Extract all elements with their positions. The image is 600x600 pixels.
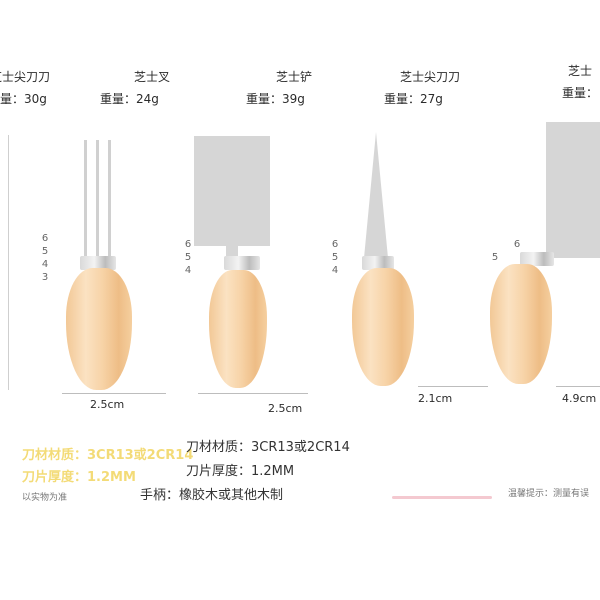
product-weight-1: 重量：30g	[0, 92, 47, 106]
ruler-mark: 5	[331, 252, 339, 263]
fork-handle	[66, 268, 132, 390]
ruler-mark: 6	[513, 239, 521, 250]
product-weight-2: 重量：24g	[100, 92, 159, 106]
fork-tine	[96, 140, 99, 260]
spatula-blade	[194, 136, 270, 246]
ruler-mark: 4	[41, 259, 49, 270]
product-title-5: 芝士	[568, 64, 593, 78]
spec-material: 刀材材质：3CR13或2CR14	[186, 440, 350, 455]
width-label: 2.5cm	[90, 398, 125, 411]
pointed-knife-ferrule	[362, 256, 394, 270]
ruler-mark: 6	[331, 239, 339, 250]
spec-handle: 手柄：橡胶木或其他木制	[140, 488, 284, 503]
wide-knife-blade	[546, 122, 600, 258]
spatula-handle	[209, 270, 267, 388]
fork-ferrule	[80, 256, 116, 270]
ruler-mark: 4	[331, 265, 339, 276]
height-guide-line	[8, 135, 9, 390]
product-title-3: 芝士铲	[276, 70, 313, 84]
spec-ghost-line-2: 刀片厚度：1.2MM	[22, 470, 136, 485]
width-label: 2.1cm	[418, 392, 453, 405]
width-dim-line	[556, 386, 600, 387]
product-title-2: 芝士叉	[134, 70, 171, 84]
ruler-mark: 3	[41, 272, 49, 283]
product-weight-4: 重量：27g	[384, 92, 443, 106]
product-weight-3: 重量：39g	[246, 92, 305, 106]
decorative-bar	[392, 496, 492, 499]
width-dim-line	[198, 393, 308, 394]
product-weight-5: 重量：	[562, 86, 599, 100]
width-dim-line	[62, 393, 166, 394]
ruler-mark: 6	[184, 239, 192, 250]
width-dim-line	[418, 386, 488, 387]
ruler-mark: 5	[41, 246, 49, 257]
ruler-mark: 5	[491, 252, 499, 263]
pointed-blade	[364, 132, 388, 258]
fork-tine	[108, 140, 111, 260]
product-title-1: 芝士尖刀刀	[0, 70, 51, 84]
wide-knife-ferrule	[520, 252, 554, 266]
ruler-mark: 6	[41, 233, 49, 244]
fork-tine	[84, 140, 87, 260]
ruler-mark: 5	[184, 252, 192, 263]
width-label: 2.5cm	[268, 402, 303, 415]
spatula-ferrule	[224, 256, 260, 270]
wide-knife-handle	[490, 264, 552, 384]
width-label: 4.9cm	[562, 392, 597, 405]
ruler-mark: 4	[184, 265, 192, 276]
spec-thickness: 刀片厚度：1.2MM	[186, 464, 295, 479]
pointed-knife-handle	[352, 268, 414, 386]
spec-ghost-line-1: 刀材材质：3CR13或2CR14	[22, 448, 194, 463]
footnote-right: 温馨提示：测量有误	[508, 489, 590, 499]
product-title-4: 芝士尖刀刀	[400, 70, 461, 84]
footnote-left: 以实物为准	[22, 493, 68, 503]
